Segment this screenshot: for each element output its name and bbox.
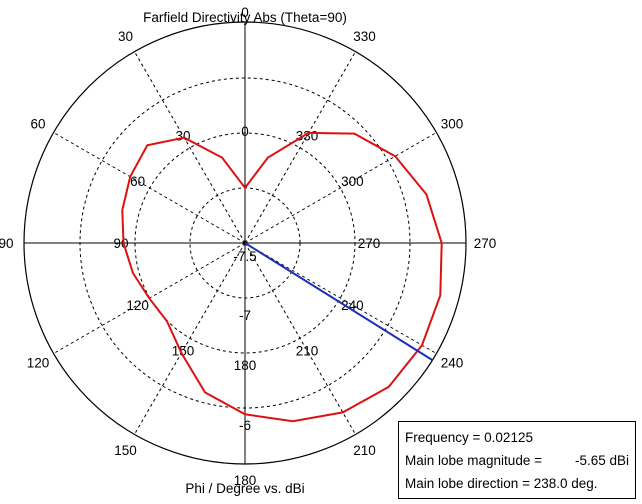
outer-angle-label: 30 <box>118 29 133 44</box>
outer-angle-label: 270 <box>474 236 497 251</box>
radial-tick-label: -7 <box>239 308 251 323</box>
inner-angle-label: 0 <box>241 124 249 139</box>
outer-angle-label: 240 <box>441 356 464 371</box>
outer-angle-label: 60 <box>31 117 46 132</box>
inner-angle-label: 330 <box>296 129 319 144</box>
grid-spoke <box>244 132 437 244</box>
inner-angle-label: 30 <box>175 129 190 144</box>
main-lobe-magnitude-label: Main lobe magnitude = <box>405 453 542 468</box>
polar-grid <box>23 21 467 465</box>
outer-angle-label: 330 <box>353 29 376 44</box>
polar-labels: 0306090120150180210240270300330030609012… <box>0 5 496 488</box>
chart-title: Farfield Directivity Abs (Theta=90) <box>143 10 347 25</box>
main-lobe-info-box: Frequency = 0.02125 Main lobe magnitude … <box>398 421 636 499</box>
outer-angle-label: 150 <box>114 443 137 458</box>
main-lobe-line <box>244 242 433 361</box>
main-lobe-direction: Main lobe direction = 238.0 deg. <box>405 476 598 491</box>
inner-angle-label: 60 <box>130 174 145 189</box>
main-lobe-magnitude-value: -5.65 dBi <box>575 453 630 468</box>
outer-angle-label: 210 <box>353 443 376 458</box>
grid-spoke <box>244 51 356 244</box>
outer-angle-label: 300 <box>441 117 464 132</box>
inner-angle-label: 150 <box>172 343 195 358</box>
inner-angle-label: 270 <box>358 236 381 251</box>
inner-angle-label: 240 <box>341 298 364 313</box>
grid-spoke <box>244 242 437 354</box>
grid-spoke <box>244 242 356 435</box>
inner-angle-label: 210 <box>296 343 319 358</box>
radial-tick-label: -7.5 <box>233 249 256 264</box>
inner-angle-label: 120 <box>126 298 149 313</box>
inner-angle-label: 180 <box>234 358 257 373</box>
grid-spoke <box>134 51 246 244</box>
outer-angle-label: 0 <box>241 5 249 20</box>
grid-spoke <box>134 242 246 435</box>
outer-angle-label: 180 <box>234 473 257 488</box>
outer-angle-label: 120 <box>27 356 50 371</box>
grid-spoke <box>53 132 246 244</box>
directivity-curve <box>121 131 443 423</box>
outer-angle-label: 90 <box>0 236 14 251</box>
frequency-readout: Frequency = 0.02125 <box>405 430 533 445</box>
inner-angle-label: 300 <box>341 174 364 189</box>
radial-tick-label: -6 <box>239 418 251 433</box>
axis-label: Phi / Degree vs. dBi <box>185 481 304 496</box>
